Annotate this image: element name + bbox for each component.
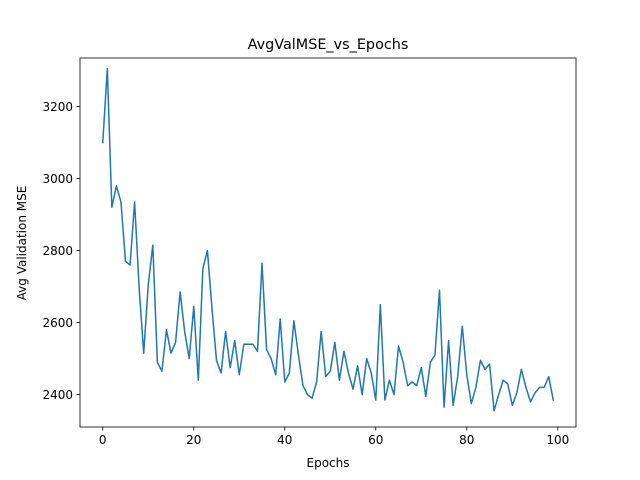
y-tick-label: 2600 [42,316,73,330]
x-tick-label: 60 [368,433,383,447]
x-tick-label: 20 [186,433,201,447]
axes-frame [79,57,577,428]
plot-area: 0 20 40 60 80 100 2400 2600 2800 3000 3200 [42,57,577,447]
x-tick-label: 80 [459,433,474,447]
y-tick-label: 2400 [42,388,73,402]
x-tick-label: 100 [546,433,569,447]
x-tick-label: 40 [277,433,292,447]
y-axis-label: Avg Validation MSE [15,186,29,301]
y-tick-label: 3000 [42,172,73,186]
chart-title: AvgValMSE_vs_Epochs [248,37,409,53]
x-tick-label: 0 [99,433,107,447]
y-tick-label: 2800 [42,244,73,258]
y-tick-label: 3200 [42,100,73,114]
x-axis-label: Epochs [307,456,350,470]
series-line-0 [101,68,555,412]
